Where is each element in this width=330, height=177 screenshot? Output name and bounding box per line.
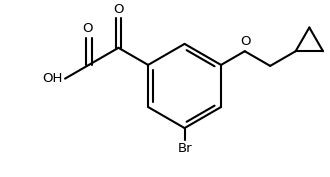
Text: O: O <box>82 22 93 35</box>
Text: O: O <box>113 2 124 16</box>
Text: OH: OH <box>43 72 63 85</box>
Text: Br: Br <box>177 142 192 155</box>
Text: O: O <box>241 35 251 48</box>
